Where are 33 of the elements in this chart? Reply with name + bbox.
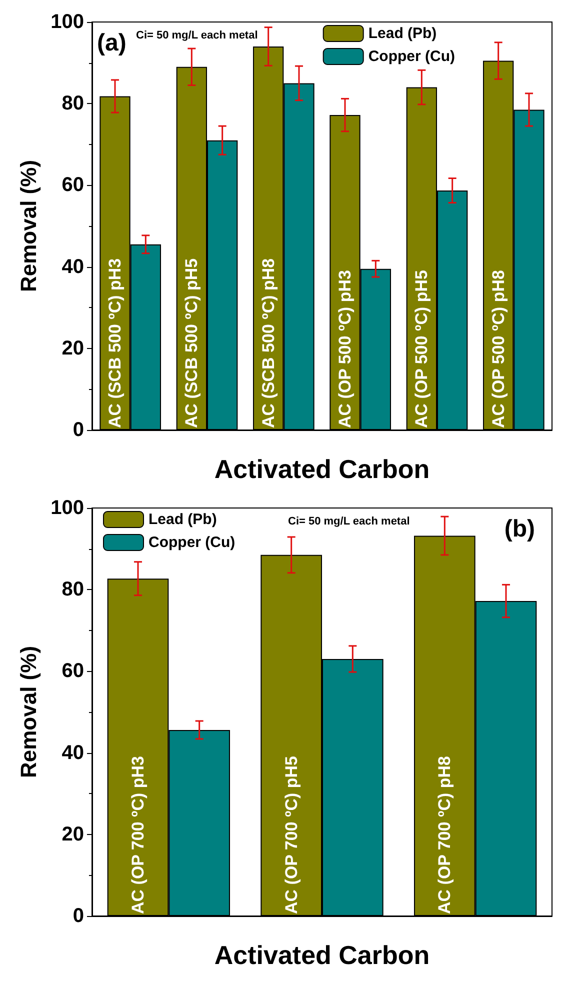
x-tick-label: AC (OP 700 ºC) pH5 — [282, 756, 301, 914]
x-tick-label: AC (SCB 500 ºC) pH5 — [182, 258, 202, 428]
legend-label: Lead (Pb) — [368, 25, 437, 42]
chart-title: (b) — [504, 516, 536, 542]
y-tick-label: 60 — [62, 660, 84, 682]
legend-label: Copper (Cu) — [148, 534, 236, 551]
x-tick-label: AC (SCB 500 ºC) pH3 — [106, 258, 124, 428]
x-tick-label: AC (SCB 500 ºC) pH8 — [258, 258, 278, 428]
y-tick-label: 60 — [62, 174, 84, 196]
y-axis-title: Removal (%) — [16, 160, 42, 292]
y-axis-title: Removal (%) — [16, 646, 42, 778]
legend-label: Lead (Pb) — [148, 511, 217, 528]
y-tick-label: 100 — [50, 11, 84, 33]
y-tick-label: 0 — [72, 905, 84, 927]
y-tick-label: 40 — [62, 742, 84, 764]
legend-label: Copper (Cu) — [368, 48, 456, 65]
chart-title: (a) — [97, 30, 126, 56]
x-axis-title: Activated Carbon — [214, 454, 430, 484]
y-tick-label: 80 — [62, 92, 84, 115]
x-tick-label: AC (OP 700 ºC) pH8 — [435, 756, 454, 914]
y-tick-label: 40 — [62, 256, 84, 278]
annotation: Ci= 50 mg/L each metal — [136, 30, 258, 42]
y-tick-label: 100 — [50, 497, 84, 519]
y-tick-label: 20 — [62, 337, 84, 360]
x-tick-label: AC (OP 500 ºC) pH8 — [488, 270, 508, 428]
x-axis-title: Activated Carbon — [214, 940, 430, 970]
annotation: Ci= 50 mg/L each metal — [288, 516, 410, 528]
y-tick-label: 80 — [62, 578, 84, 601]
y-tick-label: 20 — [62, 823, 84, 846]
x-tick-label: AC (OP 700 ºC) pH3 — [128, 756, 148, 914]
y-tick-label: 0 — [72, 419, 84, 441]
x-tick-label: AC (OP 500 ºC) pH3 — [336, 270, 354, 428]
x-tick-label: AC (OP 500 ºC) pH5 — [412, 270, 432, 428]
